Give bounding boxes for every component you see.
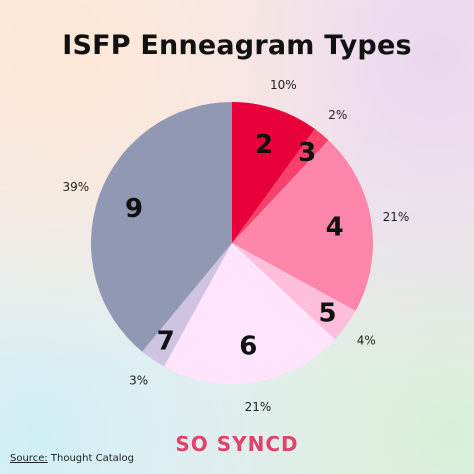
pie-slice-7 — [142, 243, 232, 367]
slice-percent-4: 21% — [383, 210, 410, 224]
pie-slice-2 — [232, 102, 315, 243]
slice-percent-7: 3% — [129, 373, 148, 387]
source-text: Thought Catalog — [47, 453, 134, 464]
slice-label-9: 9 — [125, 194, 143, 224]
slice-percent-6: 21% — [245, 400, 272, 414]
pie-slice-4 — [232, 140, 373, 311]
slice-label-3: 3 — [298, 138, 316, 168]
slice-label-2: 2 — [255, 130, 273, 160]
pie-slice-5 — [232, 243, 356, 340]
slice-percent-3: 2% — [328, 108, 347, 122]
pie-slice-9 — [90, 101, 232, 352]
source-label: Source: — [10, 453, 48, 464]
slice-label-7: 7 — [157, 327, 175, 357]
slice-label-5: 5 — [318, 298, 336, 328]
slice-percent-2: 10% — [270, 78, 297, 92]
brand-logo: SO SYNCD — [175, 432, 299, 456]
slice-percent-5: 4% — [357, 334, 376, 348]
pie-slice-6 — [164, 243, 335, 384]
pie-slice-3 — [232, 128, 329, 243]
chart-title: ISFP Enneagram Types — [62, 30, 412, 61]
source-credit: Source: Thought Catalog — [10, 453, 134, 464]
slice-percent-9: 39% — [62, 180, 89, 194]
slice-label-6: 6 — [239, 332, 257, 362]
slice-label-4: 4 — [326, 213, 344, 243]
